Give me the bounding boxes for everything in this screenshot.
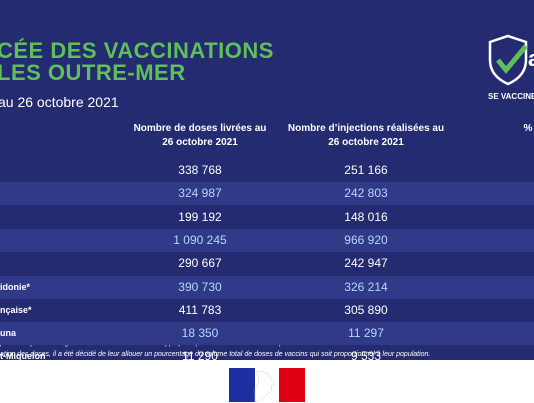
table-row: nçaise* 411 783 305 890 (0, 299, 534, 322)
header-line: 26 octobre 2021 (328, 137, 404, 148)
cell: 11 290 (182, 349, 218, 360)
cell: 199 192 (178, 209, 222, 224)
column-header: Nombre de doses livrées au 26 octobre 202… (90, 122, 310, 150)
logo-text: SE VACCINE (488, 92, 534, 101)
cell: 11 297 (348, 326, 384, 341)
title-line: CÉE DES VACCINATIONS (0, 38, 274, 63)
cell: 966 920 (344, 232, 388, 247)
cell: 251 166 (344, 163, 388, 177)
row-label: idonie* (0, 281, 31, 292)
header-line: Nombre d’injections réalisées au (287, 123, 445, 134)
cell: 326 214 (344, 279, 388, 294)
footnote: ation des doses, il a été décidé de leur… (0, 351, 431, 358)
cell: 1 090 245 (173, 232, 227, 247)
table-row: 324 987 242 803 (0, 182, 534, 206)
table-row: t-Miquelon 11 290 9 533 (0, 345, 534, 360)
cell: 242 947 (344, 256, 388, 271)
cell: 148 016 (344, 209, 388, 224)
row-label: t-Miquelon (0, 351, 46, 360)
header-line: Nombre de doses livrées au (133, 123, 267, 134)
header-line: 26 octobre 2021 (162, 137, 238, 148)
cell: 18 350 (181, 326, 219, 341)
cell: 411 783 (178, 302, 222, 317)
row-label: una (0, 328, 17, 339)
republique-logo (229, 368, 305, 402)
cell: 9 533 (350, 349, 382, 360)
header-line: % (523, 123, 533, 134)
subtitle: au 26 octobre 2021 (0, 94, 119, 110)
cell: 242 803 (344, 186, 388, 201)
table-row: una 18 350 11 297 (0, 322, 534, 346)
column-header: % (418, 122, 534, 136)
table-row: 338 768 251 166 (0, 159, 534, 182)
panel: CÉE DES VACCINATIONS LES OUTRE-MER au 26… (0, 0, 534, 360)
vaccine-logo: a (488, 34, 534, 86)
cell: 338 768 (178, 163, 222, 177)
table-row: 199 192 148 016 (0, 206, 534, 229)
logo-letter: a (528, 46, 534, 71)
cell: 324 987 (178, 186, 222, 201)
cell: 290 667 (178, 256, 222, 271)
table-row: idonie* 390 730 326 214 (0, 275, 534, 299)
cell: 390 730 (178, 279, 222, 294)
title-line: LES OUTRE-MER (0, 60, 186, 85)
column-header: Nombre d’injections réalisées au 26 octob… (256, 122, 476, 150)
table-row: 290 667 242 947 (0, 252, 534, 275)
table-row: 1 090 245 966 920 (0, 228, 534, 252)
row-label: nçaise* (0, 304, 32, 315)
cell: 305 890 (344, 302, 388, 317)
